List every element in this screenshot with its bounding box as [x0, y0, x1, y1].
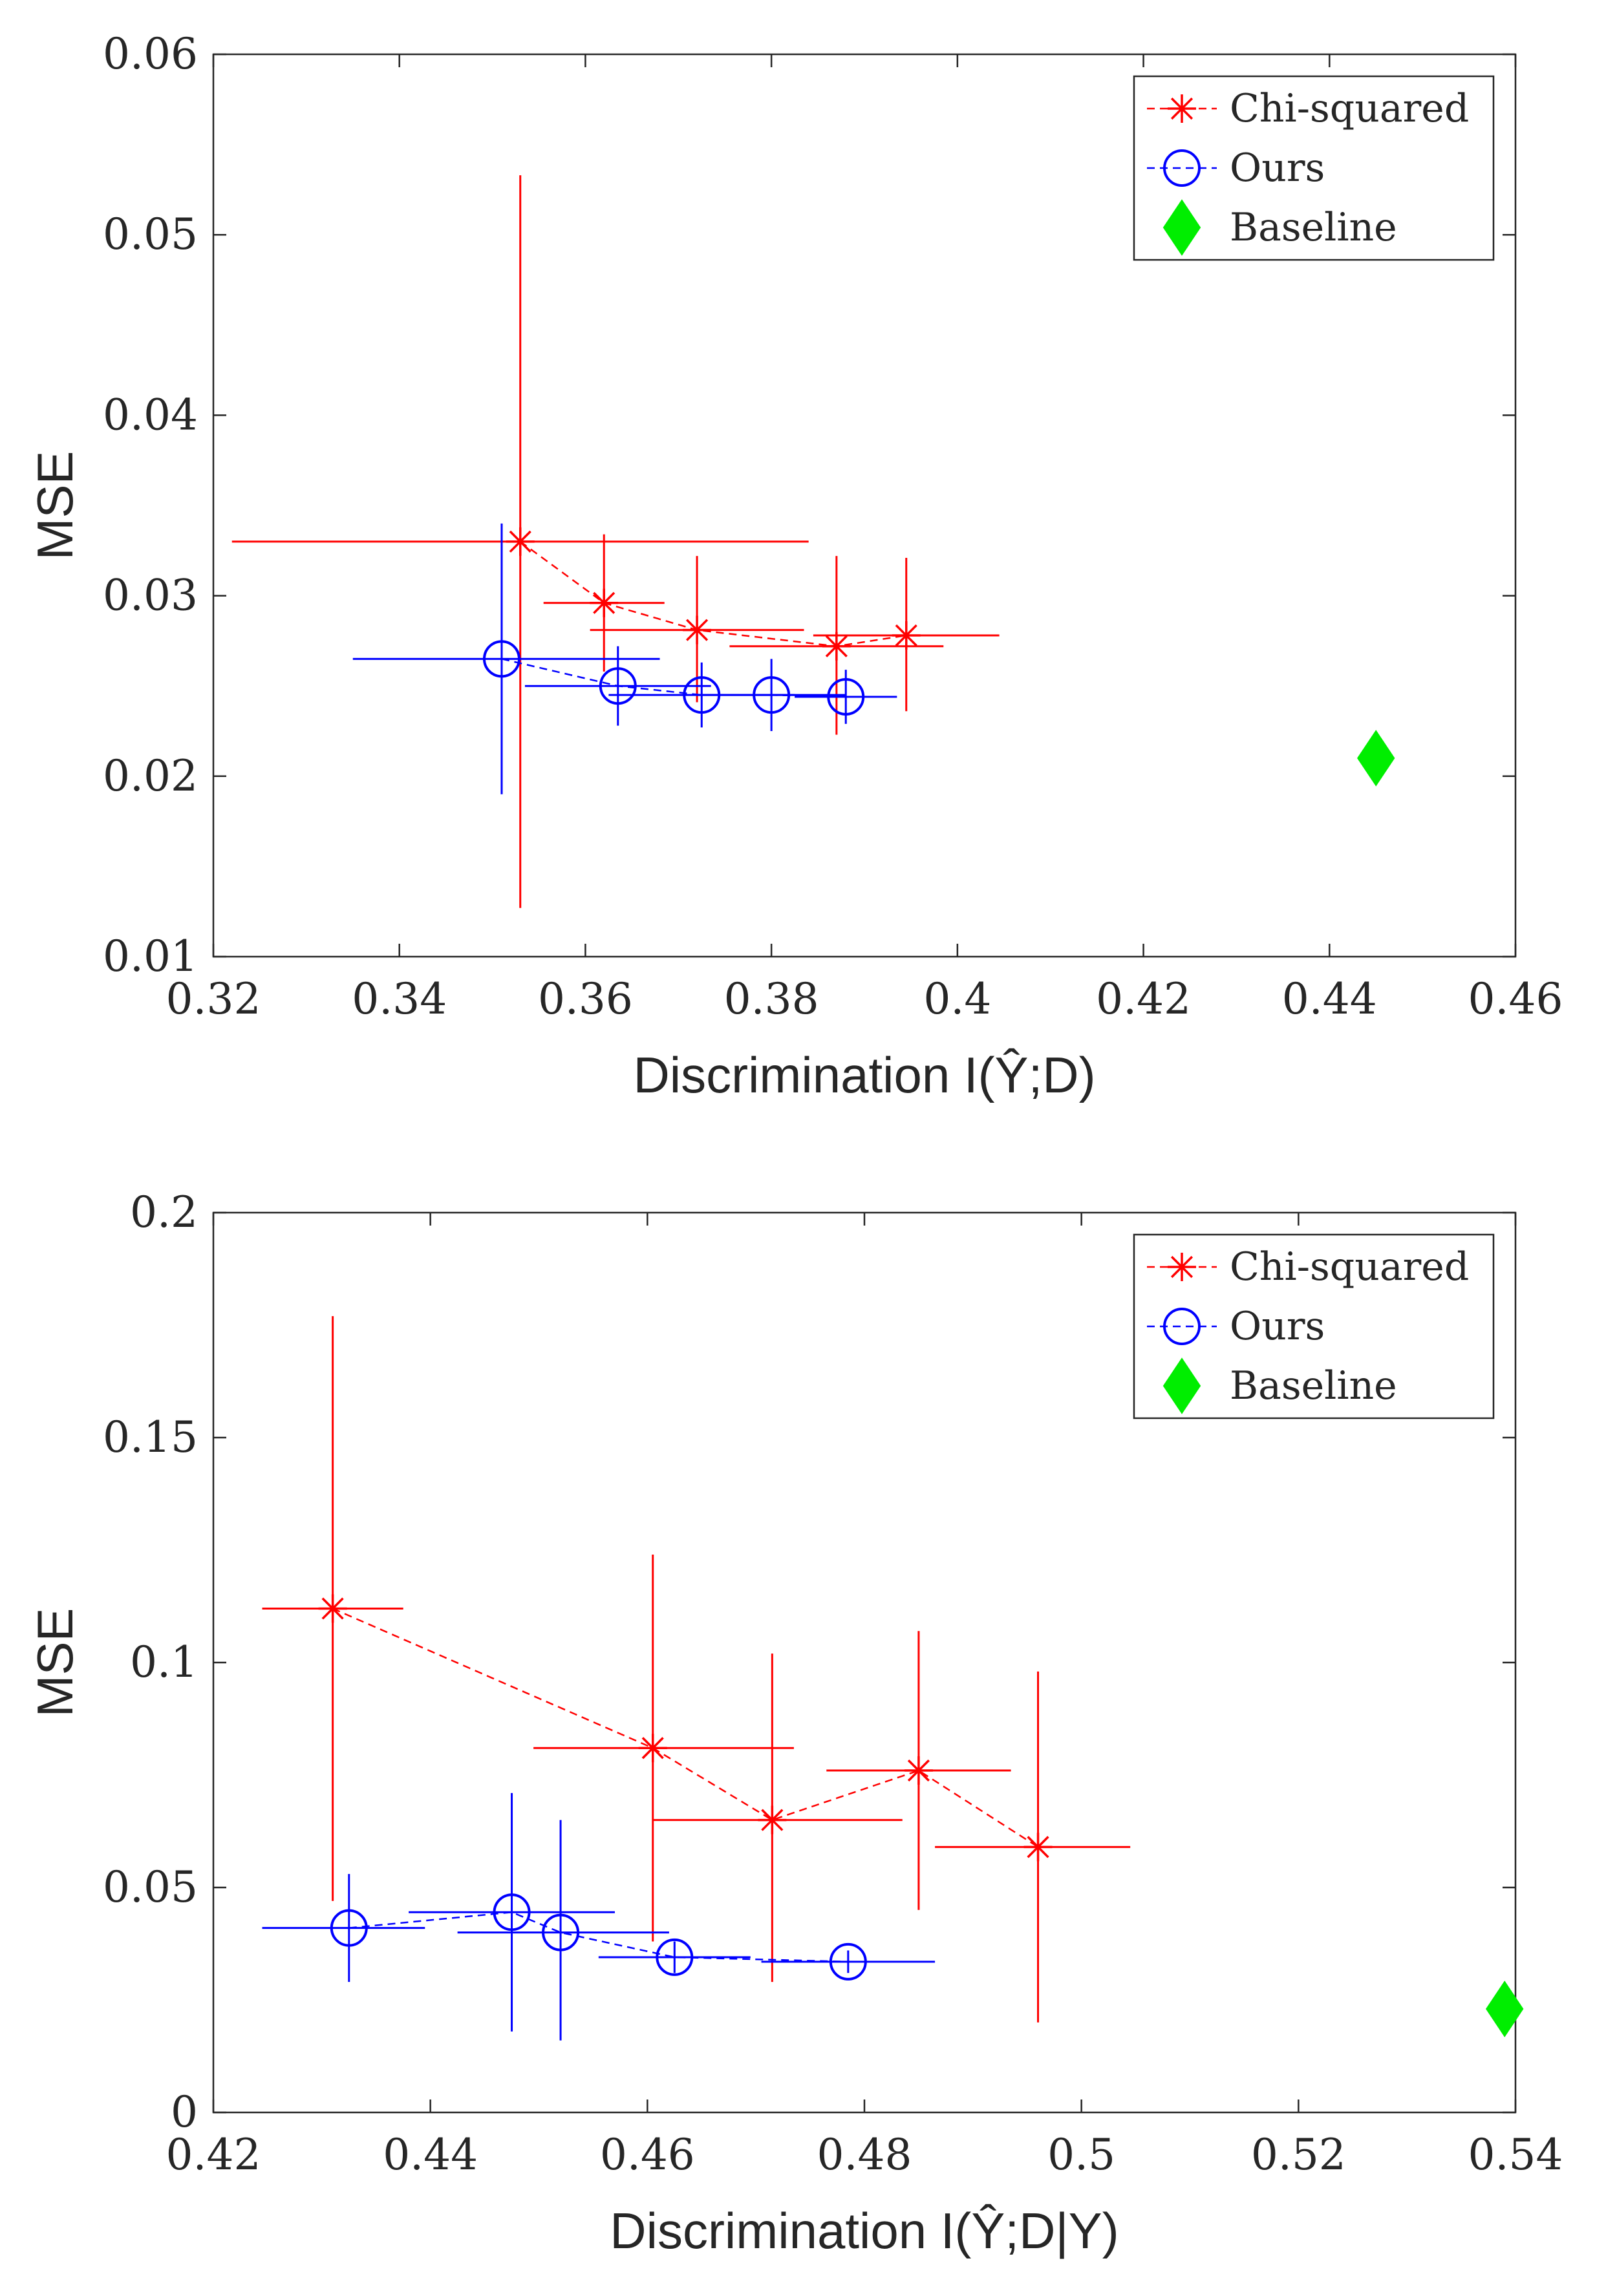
data-point: [1486, 1981, 1524, 2037]
x-tick-label: 0.38: [724, 974, 819, 1024]
y-tick-label: 0: [171, 2087, 198, 2137]
x-tick-label: 0.42: [1096, 974, 1191, 1024]
data-point-d2: [907, 1759, 930, 1782]
x-tick-label: 0.32: [166, 974, 261, 1024]
data-point-d2: [641, 1737, 664, 1759]
data-point: [656, 1938, 694, 1976]
data-point: [753, 676, 791, 714]
y-tick-label: 0.01: [103, 931, 198, 981]
legend-item: Baseline: [1162, 1357, 1397, 1414]
legend-item: Ours: [1147, 145, 1325, 191]
legend-marker: [1162, 199, 1201, 256]
legend-marker: [1168, 1253, 1196, 1281]
data-point-d2: [1027, 1836, 1049, 1858]
x-tick-label: 0.48: [817, 2130, 912, 2180]
series-baseline: [1357, 730, 1395, 787]
y-axis-label: MSE: [27, 451, 83, 560]
data-point: [482, 640, 520, 678]
x-tick-label: 0.54: [1468, 2130, 1563, 2180]
data-point: [758, 1805, 787, 1834]
y-tick-label: 0.05: [103, 209, 198, 259]
data-point-d2: [761, 1809, 784, 1831]
legend-marker-d2: [1170, 97, 1194, 120]
x-tick-label: 0.5: [1047, 2130, 1115, 2180]
data-point-d2: [685, 619, 709, 641]
legend-marker: [1163, 149, 1201, 187]
data-point-d2: [593, 591, 616, 614]
x-tick-label: 0.46: [1468, 974, 1563, 1024]
data-point-d2: [895, 624, 917, 647]
y-tick-label: 0.06: [103, 29, 198, 79]
legend-label: Baseline: [1230, 205, 1397, 250]
data-point: [1357, 730, 1395, 787]
data-point: [822, 632, 851, 661]
y-tick-label: 0.02: [103, 751, 198, 801]
data-point: [590, 588, 619, 617]
legend: Chi-squared Ours Baseline: [1133, 1233, 1495, 1419]
y-tick-label: 0.15: [103, 1412, 198, 1462]
x-tick-label: 0.46: [600, 2130, 695, 2180]
data-point: [638, 1734, 667, 1763]
series-baseline: [1486, 1981, 1524, 2037]
data-point: [506, 527, 535, 556]
y-tick-label: 0.1: [130, 1637, 198, 1687]
x-axis-label: Discrimination I(Ŷ;D|Y): [610, 2202, 1119, 2259]
data-point: [493, 1893, 531, 1931]
legend-label: Chi-squared: [1230, 1244, 1469, 1290]
legend: Chi-squared Ours Baseline: [1133, 75, 1495, 261]
y-tick-label: 0.04: [103, 390, 198, 440]
legend-item: Chi-squared: [1147, 1244, 1469, 1290]
data-point-d2: [825, 635, 848, 657]
data-point: [542, 1913, 580, 1951]
series-ours: [262, 1792, 936, 2041]
data-point-d2: [509, 530, 531, 553]
data-point: [318, 1594, 347, 1623]
legend-item: Ours: [1147, 1304, 1325, 1349]
x-tick-label: 0.52: [1251, 2130, 1346, 2180]
y-tick-label: 0.05: [103, 1862, 198, 1912]
x-tick-label: 0.44: [383, 2130, 478, 2180]
series-line: [348, 1911, 848, 1963]
data-point-d2: [321, 1597, 344, 1620]
series-ours: [352, 523, 897, 794]
chart-bottom: 0.42 0.44 0.46 0.48 0.5 0.52 0.54 0 0.05 0.1 0.15 0…: [27, 1187, 1563, 2259]
legend-item: Chi-squared: [1147, 86, 1469, 131]
series-chi-squared: [262, 1316, 1131, 2023]
legend-label: Ours: [1230, 1304, 1325, 1349]
series-line: [332, 1608, 1039, 1848]
data-point: [683, 615, 712, 644]
data-point: [892, 621, 921, 650]
legend-label: Baseline: [1230, 1363, 1397, 1408]
data-point: [330, 1909, 368, 1947]
data-point: [1023, 1833, 1053, 1862]
y-tick-label: 0.2: [130, 1187, 198, 1237]
data-point: [829, 1942, 867, 1981]
y-tick-label: 0.03: [103, 571, 198, 621]
x-tick-label: 0.36: [538, 974, 633, 1024]
legend-marker: [1163, 1308, 1201, 1345]
chart-top: 0.32 0.34 0.36 0.38 0.4 0.42 0.44 0.46 0.01 0.02 0…: [27, 29, 1563, 1103]
y-axis-label: MSE: [27, 1608, 83, 1717]
x-tick-label: 0.34: [352, 974, 447, 1024]
legend-marker: [1162, 1357, 1201, 1414]
x-axis-label: Discrimination I(Ŷ;D): [633, 1047, 1095, 1103]
data-point: [904, 1756, 933, 1785]
legend-label: Chi-squared: [1230, 86, 1469, 131]
x-tick-label: 0.44: [1282, 974, 1377, 1024]
legend-marker: [1168, 94, 1196, 123]
x-tick-label: 0.42: [166, 2130, 261, 2180]
legend-item: Baseline: [1162, 199, 1397, 256]
data-point: [599, 667, 637, 705]
legend-label: Ours: [1230, 145, 1325, 191]
x-tick-label: 0.4: [923, 974, 991, 1024]
legend-marker-d2: [1170, 1255, 1194, 1279]
series-chi-squared: [231, 175, 1000, 908]
data-point: [827, 677, 865, 716]
